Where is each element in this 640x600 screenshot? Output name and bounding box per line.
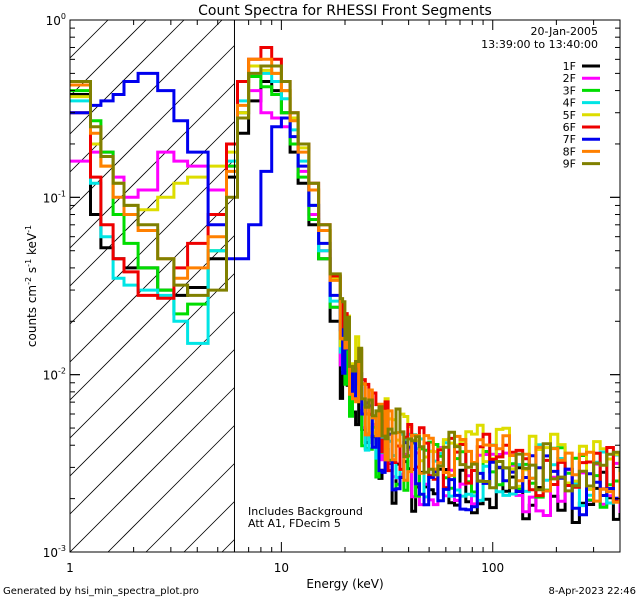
hatch-line <box>70 121 235 287</box>
chart-title: Count Spectra for RHESSI Front Segments <box>198 3 492 19</box>
y-label-exponent: -1 <box>24 259 33 267</box>
y-tick-mantissa: 10 <box>43 546 58 560</box>
note-background: Includes Background <box>248 505 363 518</box>
y-tick-label: 100 <box>46 12 66 28</box>
hatch-line <box>183 501 235 552</box>
hatch-line <box>70 20 109 59</box>
y-label-exponent: -1 <box>24 225 33 233</box>
y-label-part: s <box>25 267 39 277</box>
y-tick-mantissa: 10 <box>43 369 58 383</box>
y-tick-label: 10-1 <box>43 189 66 205</box>
y-label-part: keV <box>25 232 39 259</box>
legend-label: 2F <box>563 72 576 85</box>
legend-label: 1F <box>563 60 576 73</box>
time-range-label: 13:39:00 to 13:40:00 <box>481 38 598 51</box>
y-tick-exponent: -1 <box>58 189 66 198</box>
note-attenuator: Att A1, FDecim 5 <box>248 517 341 530</box>
timestamp-label: 8-Apr-2023 22:46 <box>549 586 636 597</box>
legend-label: 9F <box>563 158 576 171</box>
y-tick-exponent: 0 <box>61 12 66 21</box>
hatch-line <box>70 349 235 515</box>
y-tick-label: 10-2 <box>43 367 66 383</box>
legend-label: 5F <box>563 109 576 122</box>
axis-ticks <box>69 19 621 553</box>
legend-label: 6F <box>563 121 576 134</box>
legend-label: 8F <box>563 145 576 158</box>
x-tick-label: 100 <box>481 561 504 575</box>
y-label-part: counts cm <box>25 285 39 347</box>
series-group <box>70 46 620 524</box>
hatch-line <box>145 463 235 552</box>
hatch-line <box>70 387 235 552</box>
x-axis-label: Energy (keV) <box>306 577 383 591</box>
y-tick-mantissa: 10 <box>43 191 58 205</box>
hatch-line <box>107 425 235 552</box>
hatch-line <box>70 20 223 173</box>
y-tick-exponent: -2 <box>58 367 66 376</box>
y-tick-mantissa: 10 <box>46 14 61 28</box>
hatch-line <box>221 539 235 552</box>
legend-label: 4F <box>563 97 576 110</box>
legend-label: 7F <box>563 133 576 146</box>
y-label-exponent: -2 <box>24 277 33 285</box>
hatch-line <box>70 83 235 249</box>
y-tick-label: 10-3 <box>43 544 66 560</box>
x-tick-label: 1 <box>66 561 74 575</box>
generated-by-label: Generated by hsi_min_spectra_plot.pro <box>3 586 199 597</box>
date-label: 20-Jan-2005 <box>531 25 599 38</box>
y-axis-label: counts cm-2 s-1 keV-1 <box>24 225 39 347</box>
series-line-9F <box>70 64 620 493</box>
x-tick-label: 10 <box>274 561 289 575</box>
legend-label: 3F <box>563 84 576 97</box>
hatch-line <box>70 20 147 97</box>
y-tick-exponent: -3 <box>58 544 66 553</box>
